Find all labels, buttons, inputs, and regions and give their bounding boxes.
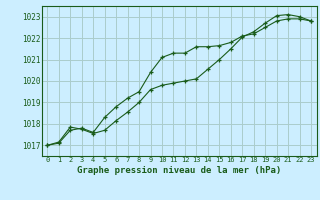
X-axis label: Graphe pression niveau de la mer (hPa): Graphe pression niveau de la mer (hPa)	[77, 166, 281, 175]
